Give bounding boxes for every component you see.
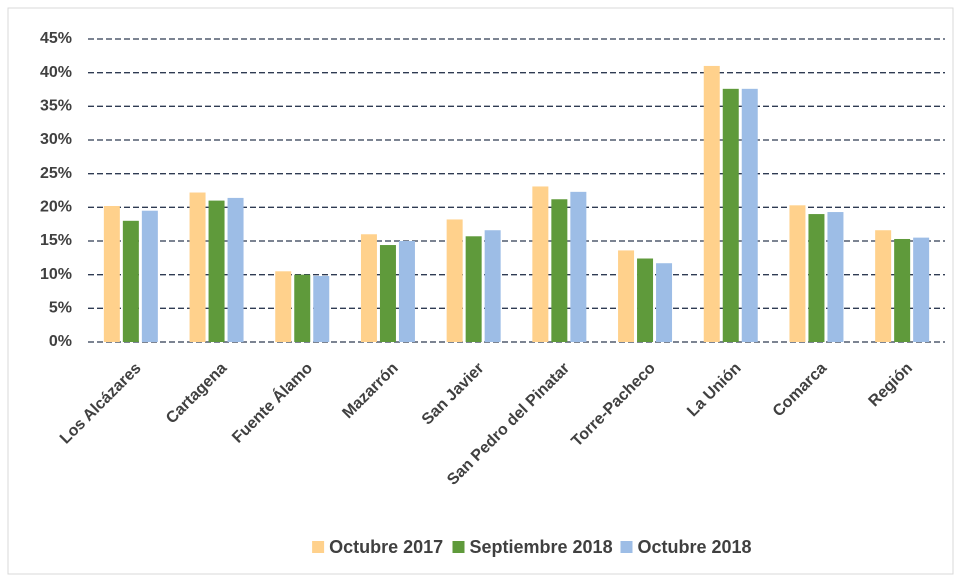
y-tick-label: 15% xyxy=(40,232,72,249)
legend-label: Octubre 2018 xyxy=(638,537,752,557)
bar xyxy=(808,214,825,342)
bar xyxy=(379,245,396,342)
legend-label: Octubre 2017 xyxy=(329,537,443,557)
bar xyxy=(122,220,139,342)
bar xyxy=(294,274,311,342)
bar xyxy=(570,191,587,342)
bar xyxy=(637,258,654,342)
bar xyxy=(103,205,120,342)
bar xyxy=(789,205,806,342)
bar xyxy=(484,230,501,342)
bar xyxy=(875,230,892,342)
bar xyxy=(894,238,911,342)
y-tick-label: 30% xyxy=(40,131,72,148)
bar xyxy=(703,65,720,342)
bar xyxy=(551,199,568,342)
bar xyxy=(532,186,549,342)
bar xyxy=(722,88,739,343)
bar xyxy=(398,241,415,342)
bar xyxy=(227,197,244,342)
bar xyxy=(618,250,635,342)
bar xyxy=(275,271,292,342)
y-tick-label: 35% xyxy=(40,98,72,115)
y-tick-label: 40% xyxy=(40,64,72,81)
y-tick-label: 45% xyxy=(40,30,72,47)
legend-swatch xyxy=(620,541,633,553)
y-tick-label: 25% xyxy=(40,165,72,182)
bar xyxy=(208,200,225,342)
y-tick-label: 0% xyxy=(49,333,72,350)
bar xyxy=(189,192,206,342)
y-tick-label: 10% xyxy=(40,266,72,283)
y-tick-label: 5% xyxy=(49,300,72,317)
bar xyxy=(446,219,463,342)
bar xyxy=(465,236,482,342)
legend-swatch xyxy=(312,541,325,553)
bar xyxy=(913,237,930,342)
y-tick-label: 20% xyxy=(40,199,72,216)
legend-swatch xyxy=(452,541,465,553)
legend-label: Septiembre 2018 xyxy=(470,537,613,557)
bar xyxy=(313,276,330,342)
bar xyxy=(827,212,844,342)
bar xyxy=(360,234,377,342)
bar xyxy=(656,263,673,342)
bar xyxy=(741,88,758,343)
bar xyxy=(141,210,158,342)
